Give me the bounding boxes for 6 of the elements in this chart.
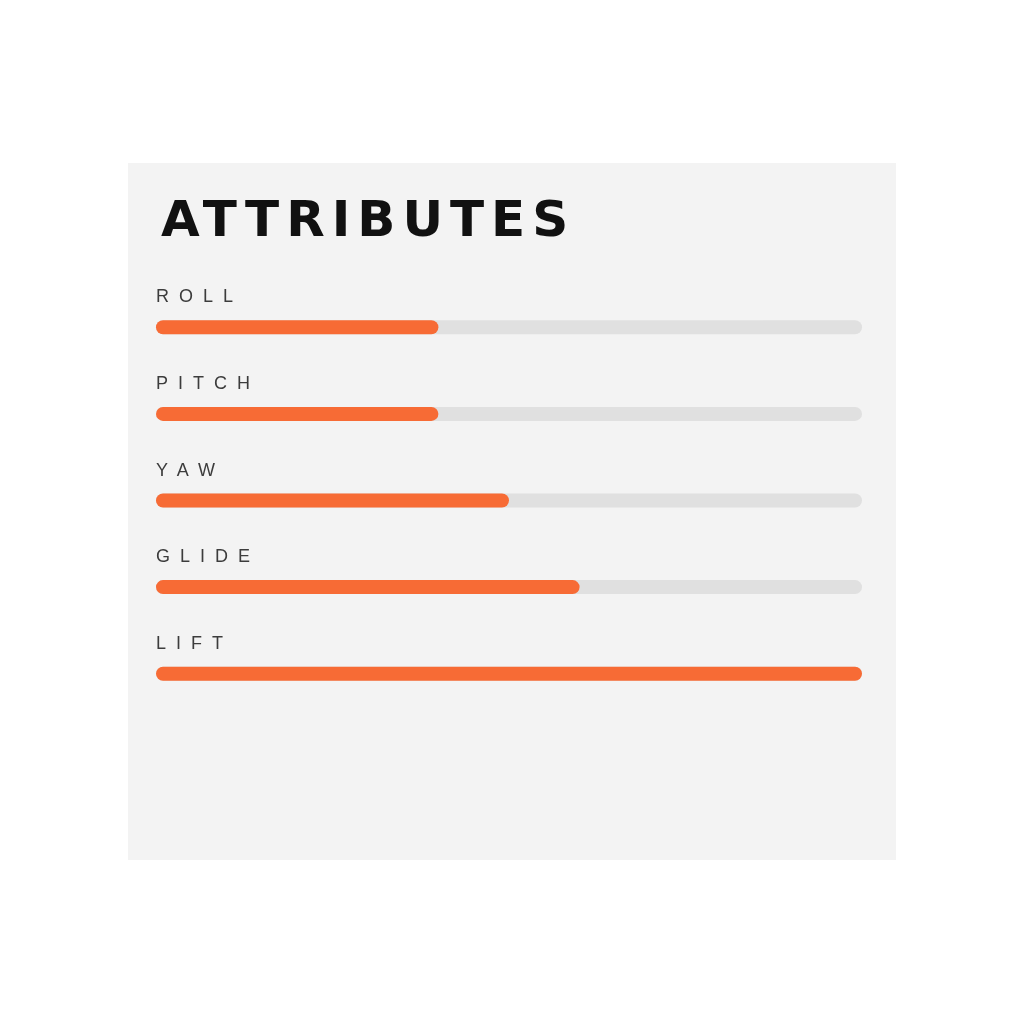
chart-title: ATTRIBUTES xyxy=(161,190,576,248)
y-tick-label: ROLL xyxy=(156,286,244,307)
y-tick-label: YAW xyxy=(156,459,225,480)
y-tick-label: GLIDE xyxy=(156,546,261,567)
y-tick-label: PITCH xyxy=(156,372,260,393)
y-tick-label: LIFT xyxy=(156,632,234,653)
